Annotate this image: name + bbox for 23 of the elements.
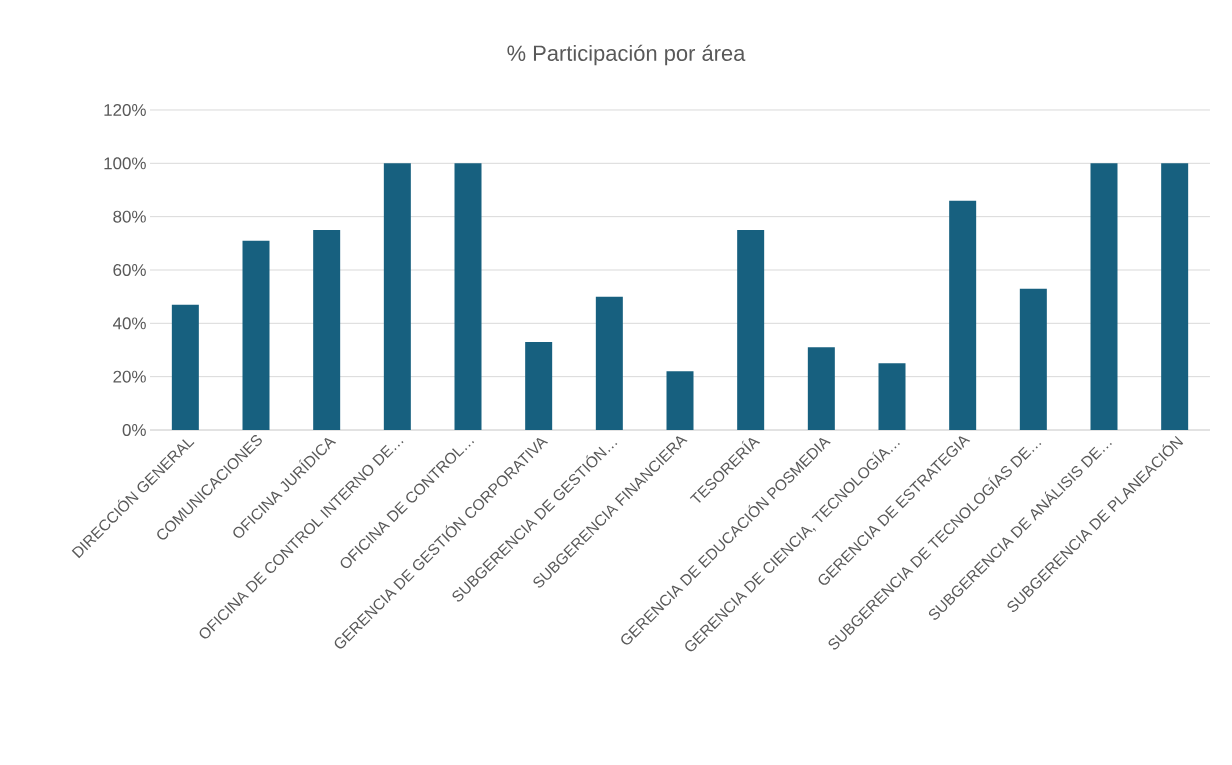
bar [1161, 163, 1189, 430]
bar [525, 341, 553, 430]
bar [313, 229, 341, 430]
y-tick-label: 120% [104, 103, 146, 116]
bar [666, 371, 694, 430]
bar [949, 200, 977, 430]
y-tick-label: 80% [113, 210, 146, 223]
y-tick-label: 100% [104, 157, 146, 170]
y-tick-label: 60% [113, 263, 146, 276]
chart-title: % Participación por área [507, 44, 746, 66]
bar [595, 296, 623, 430]
bar [454, 163, 482, 430]
bar [1090, 163, 1118, 430]
bar [171, 304, 199, 430]
y-tick-label: 40% [112, 317, 146, 330]
bar [383, 163, 411, 430]
bar [878, 363, 906, 430]
y-tick-label: 20% [113, 370, 146, 383]
y-tick-label: 0% [122, 423, 146, 436]
bar [737, 229, 765, 430]
bar [242, 240, 270, 430]
bar [807, 347, 835, 430]
bar [1019, 288, 1047, 430]
